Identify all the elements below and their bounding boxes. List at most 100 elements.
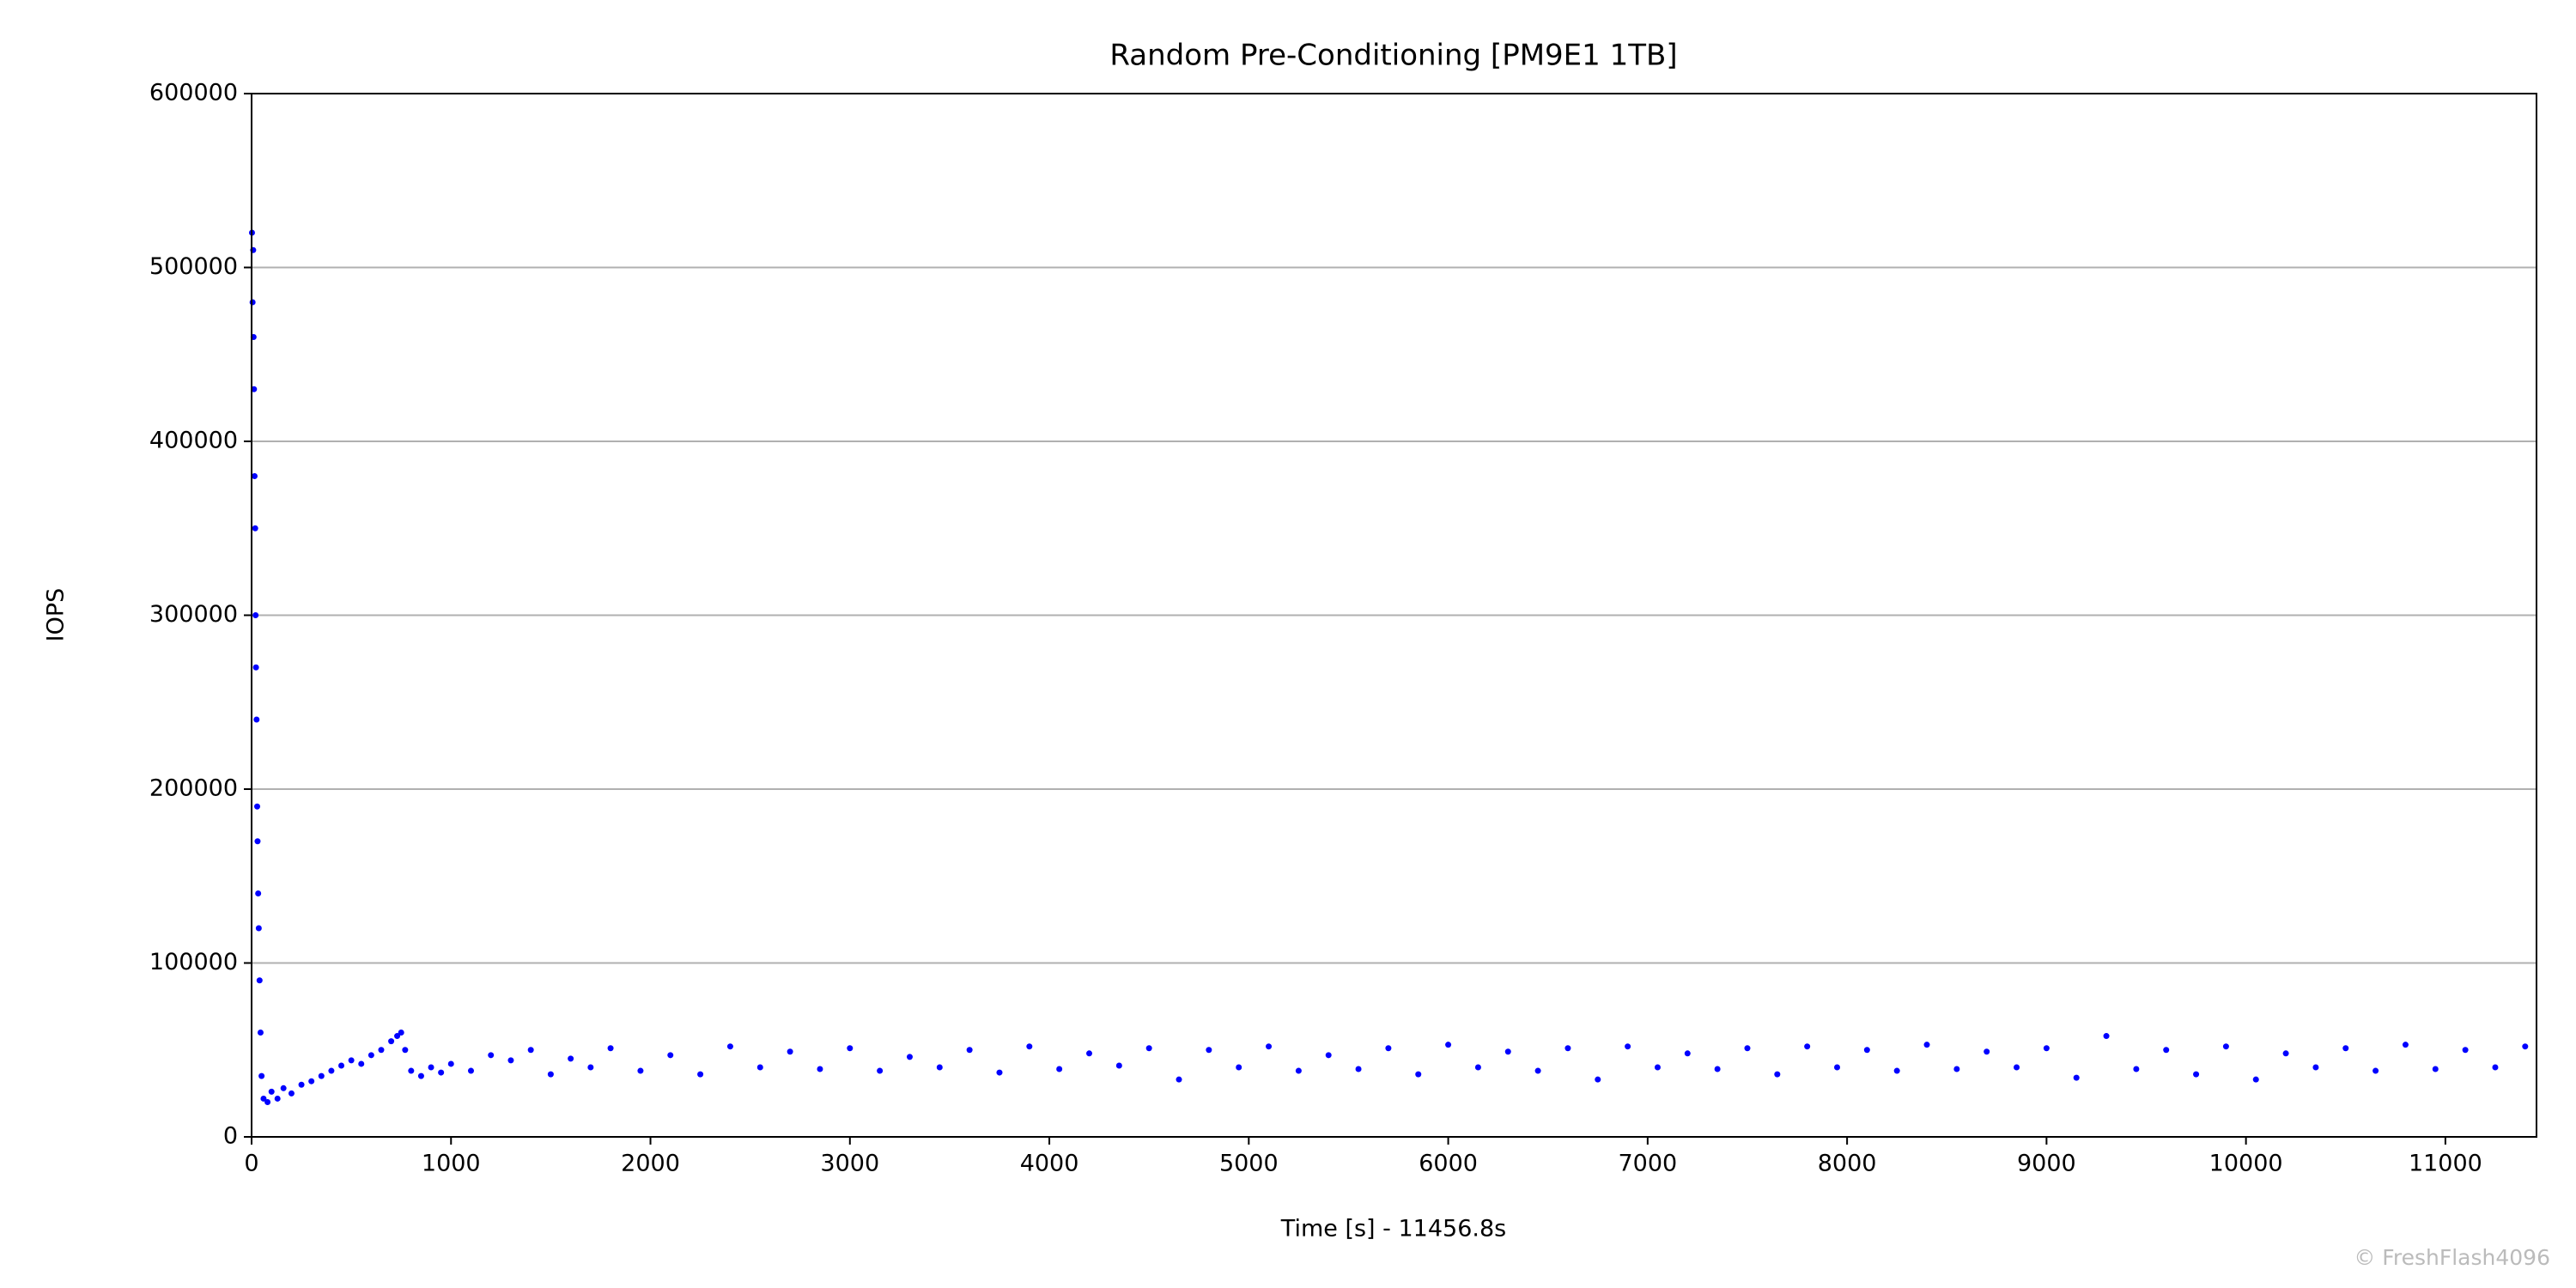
point	[249, 299, 256, 306]
point	[607, 1045, 614, 1052]
point	[906, 1054, 913, 1060]
point	[348, 1057, 355, 1064]
point	[1923, 1042, 1930, 1048]
point	[847, 1045, 854, 1052]
point	[2103, 1033, 2110, 1040]
point	[402, 1047, 409, 1054]
point	[2014, 1064, 2020, 1071]
point	[251, 473, 258, 479]
point	[1176, 1076, 1182, 1083]
point	[1774, 1071, 1781, 1078]
point	[328, 1067, 335, 1074]
point	[697, 1071, 704, 1078]
point	[1893, 1067, 1900, 1074]
x-axis-label: Time [s] - 11456.8s	[1280, 1216, 1506, 1242]
x-tick-label: 8000	[1818, 1151, 1877, 1177]
point	[1595, 1076, 1601, 1083]
point	[2163, 1047, 2170, 1054]
point	[1504, 1048, 1511, 1055]
x-tick-label: 7000	[1618, 1151, 1677, 1177]
point	[257, 1030, 264, 1036]
point	[1804, 1043, 1811, 1050]
point	[258, 1072, 265, 1079]
x-tick-label: 3000	[820, 1151, 879, 1177]
point	[368, 1052, 374, 1059]
point	[274, 1095, 281, 1102]
point	[966, 1047, 973, 1054]
point	[1654, 1064, 1661, 1071]
y-tick-label: 300000	[149, 601, 238, 628]
x-tick-label: 0	[244, 1151, 258, 1177]
x-tick-label: 10000	[2209, 1151, 2283, 1177]
point	[2462, 1047, 2469, 1054]
point	[398, 1030, 404, 1036]
point	[1415, 1071, 1422, 1078]
point	[394, 1033, 401, 1040]
point	[264, 1099, 271, 1105]
y-axis-label: IOPS	[43, 588, 70, 642]
point	[255, 925, 262, 932]
point	[467, 1067, 474, 1074]
point	[1474, 1064, 1481, 1071]
point	[2432, 1066, 2439, 1072]
point	[378, 1047, 385, 1054]
point	[568, 1055, 574, 1062]
point	[507, 1057, 514, 1064]
point	[1266, 1043, 1273, 1050]
x-tick-label: 9000	[2017, 1151, 2076, 1177]
point	[726, 1043, 733, 1050]
y-tick-label: 500000	[149, 253, 238, 280]
point	[253, 716, 260, 723]
point	[1236, 1064, 1242, 1071]
point	[1206, 1047, 1212, 1054]
point	[1534, 1067, 1541, 1074]
point	[251, 386, 258, 392]
x-tick-label: 1000	[422, 1151, 481, 1177]
point	[252, 612, 259, 618]
point	[2222, 1043, 2229, 1050]
point	[817, 1066, 823, 1072]
point	[787, 1048, 793, 1055]
point	[1295, 1067, 1302, 1074]
point	[417, 1072, 424, 1079]
point	[338, 1062, 345, 1069]
point	[428, 1064, 434, 1071]
point	[438, 1069, 445, 1076]
point	[2133, 1066, 2140, 1072]
point	[1744, 1045, 1751, 1052]
y-tick-label: 0	[223, 1123, 238, 1150]
chart-title: Random Pre-Conditioning [PM9E1 1TB]	[1109, 39, 1677, 73]
point	[388, 1038, 395, 1045]
point	[1833, 1064, 1840, 1071]
point	[1863, 1047, 1870, 1054]
point	[318, 1072, 325, 1079]
point	[527, 1047, 534, 1054]
point	[2312, 1064, 2319, 1071]
x-tick-label: 2000	[621, 1151, 680, 1177]
point	[268, 1088, 275, 1095]
point	[252, 525, 258, 532]
point	[488, 1052, 495, 1059]
point	[1086, 1050, 1093, 1057]
point	[358, 1060, 365, 1067]
point	[252, 664, 259, 671]
point	[1625, 1043, 1631, 1050]
point	[447, 1060, 454, 1067]
x-tick-label: 6000	[1419, 1151, 1478, 1177]
y-tick-label: 200000	[149, 775, 238, 802]
point	[1564, 1045, 1571, 1052]
point	[254, 838, 261, 845]
point	[2342, 1045, 2349, 1052]
point	[2402, 1042, 2409, 1048]
watermark: © FreshFlash4096	[2354, 1245, 2550, 1270]
point	[1325, 1052, 1332, 1059]
y-tick-label: 600000	[149, 80, 238, 106]
point	[1355, 1066, 1362, 1072]
x-tick-label: 5000	[1219, 1151, 1279, 1177]
point	[936, 1064, 943, 1071]
point	[256, 977, 263, 984]
point	[2193, 1071, 2200, 1078]
point	[637, 1067, 644, 1074]
point	[587, 1064, 594, 1071]
